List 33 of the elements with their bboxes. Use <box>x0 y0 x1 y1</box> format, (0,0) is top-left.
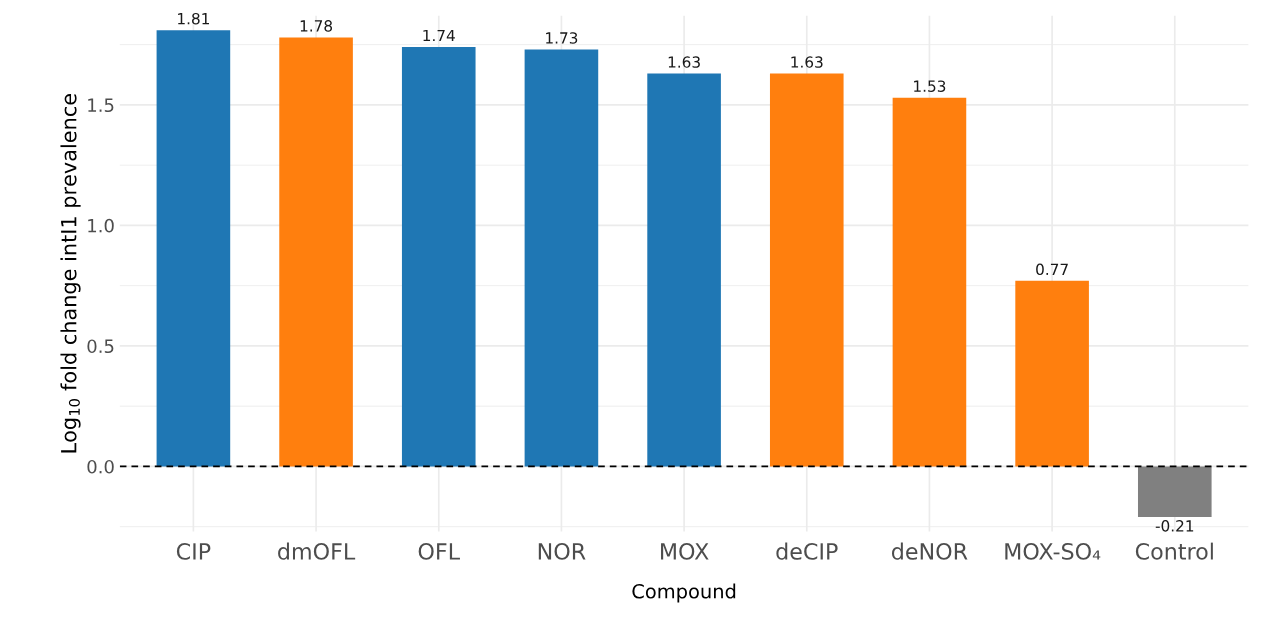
x-tick-label: dmOFL <box>278 542 356 560</box>
x-axis-title: Compound <box>632 583 736 603</box>
bar <box>279 37 353 467</box>
bar <box>769 73 844 467</box>
x-tick-label: MOX-SO₄ <box>1005 543 1101 560</box>
x-tick-label: deNOR <box>891 542 968 560</box>
bar <box>1015 280 1089 467</box>
x-tick-label: OFL <box>418 543 460 560</box>
bar <box>156 30 231 467</box>
y-tick-label: 1.0 <box>88 218 114 233</box>
y-tick-label: 0.5 <box>87 339 114 354</box>
y-tick-label: 1.5 <box>88 98 114 113</box>
data-label: 0.77 <box>1036 263 1068 276</box>
data-label: 1.73 <box>546 32 578 44</box>
data-label: 1.74 <box>423 29 455 42</box>
x-tick-label: NOR <box>538 543 586 560</box>
data-label: 1.63 <box>791 56 823 68</box>
bar <box>401 47 476 467</box>
bar <box>892 97 967 467</box>
bar <box>647 73 721 467</box>
data-label: -0.21 <box>1155 520 1194 532</box>
bar <box>1137 466 1212 518</box>
x-tick-label: MOX <box>661 543 709 560</box>
x-tick-label: Control <box>1135 542 1213 560</box>
data-label: 1.78 <box>300 20 333 32</box>
bar <box>524 49 599 467</box>
data-label: 1.63 <box>668 56 700 68</box>
x-tick-label: deCIP <box>776 542 838 560</box>
y-axis-title: Log$_{10}$ fold change intI1 prevalence <box>60 94 81 453</box>
y-tick-label: 0.0 <box>87 459 114 474</box>
data-label: 1.81 <box>178 12 209 25</box>
x-tick-label: CIP <box>176 543 211 560</box>
data-label: 1.53 <box>914 80 946 92</box>
